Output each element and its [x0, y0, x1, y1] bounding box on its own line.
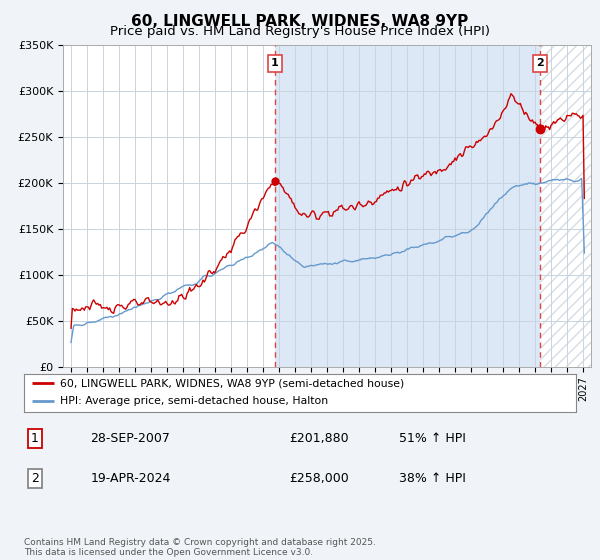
Bar: [540, 45, 591, 367]
Text: Price paid vs. HM Land Registry's House Price Index (HPI): Price paid vs. HM Land Registry's House …: [110, 25, 490, 38]
Text: 38% ↑ HPI: 38% ↑ HPI: [400, 472, 466, 486]
Bar: [275, 45, 540, 367]
Text: 60, LINGWELL PARK, WIDNES, WA8 9YP: 60, LINGWELL PARK, WIDNES, WA8 9YP: [131, 14, 469, 29]
Text: 51% ↑ HPI: 51% ↑ HPI: [400, 432, 466, 445]
Text: 1: 1: [271, 58, 279, 68]
Text: 28-SEP-2007: 28-SEP-2007: [90, 432, 170, 445]
Text: HPI: Average price, semi-detached house, Halton: HPI: Average price, semi-detached house,…: [60, 396, 328, 406]
Text: 19-APR-2024: 19-APR-2024: [90, 472, 170, 486]
Text: 1: 1: [31, 432, 39, 445]
Text: £258,000: £258,000: [289, 472, 349, 486]
Text: £201,880: £201,880: [289, 432, 349, 445]
Text: 2: 2: [31, 472, 39, 486]
Text: 2: 2: [536, 58, 544, 68]
Bar: [540, 45, 591, 367]
Text: Contains HM Land Registry data © Crown copyright and database right 2025.
This d: Contains HM Land Registry data © Crown c…: [24, 538, 376, 557]
Text: 60, LINGWELL PARK, WIDNES, WA8 9YP (semi-detached house): 60, LINGWELL PARK, WIDNES, WA8 9YP (semi…: [60, 378, 404, 388]
